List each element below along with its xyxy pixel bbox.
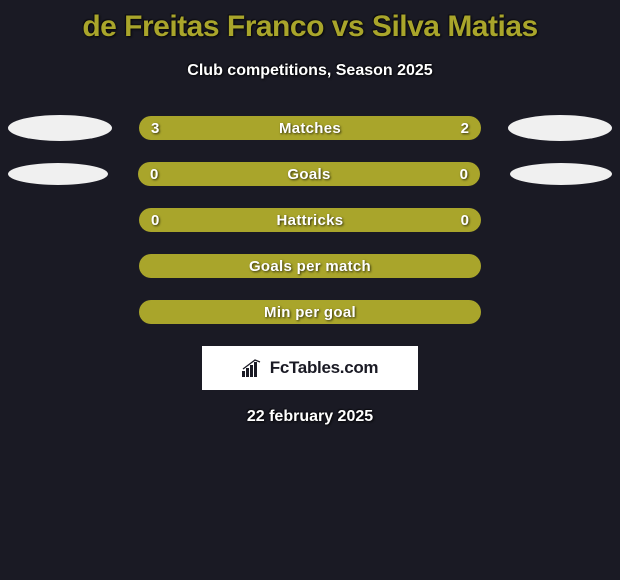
stat-bar: Min per goal bbox=[139, 300, 481, 324]
stat-label: Matches bbox=[279, 120, 341, 137]
brand-text: FcTables.com bbox=[270, 358, 379, 378]
stat-label: Goals bbox=[287, 166, 330, 183]
stat-left-value: 0 bbox=[151, 212, 159, 229]
stat-left-value: 0 bbox=[150, 166, 158, 183]
stat-bar: 0 Hattricks 0 bbox=[139, 208, 481, 232]
stat-rows: 3 Matches 2 0 Goals 0 0 Hattricks 0 Goal… bbox=[0, 116, 620, 324]
stat-left-value: 3 bbox=[151, 120, 159, 137]
comparison-title: de Freitas Franco vs Silva Matias bbox=[0, 0, 620, 44]
stat-row: Goals per match bbox=[0, 254, 620, 278]
stat-label: Min per goal bbox=[264, 304, 356, 321]
brand-box: FcTables.com bbox=[202, 346, 418, 390]
stat-row: Min per goal bbox=[0, 300, 620, 324]
chart-icon bbox=[242, 359, 264, 377]
stat-right-value: 0 bbox=[461, 212, 469, 229]
stat-bar: Goals per match bbox=[139, 254, 481, 278]
comparison-subtitle: Club competitions, Season 2025 bbox=[0, 62, 620, 80]
left-ellipse bbox=[8, 115, 112, 141]
stat-row: 0 Goals 0 bbox=[0, 162, 620, 186]
right-ellipse bbox=[510, 163, 612, 185]
stat-label: Goals per match bbox=[249, 258, 371, 275]
stat-right-value: 0 bbox=[460, 166, 468, 183]
date-text: 22 february 2025 bbox=[0, 408, 620, 426]
left-ellipse bbox=[8, 163, 108, 185]
stat-bar: 0 Goals 0 bbox=[138, 162, 480, 186]
stat-bar: 3 Matches 2 bbox=[139, 116, 481, 140]
stat-label: Hattricks bbox=[277, 212, 344, 229]
right-ellipse bbox=[508, 115, 612, 141]
stat-right-value: 2 bbox=[461, 120, 469, 137]
stat-row: 0 Hattricks 0 bbox=[0, 208, 620, 232]
stat-row: 3 Matches 2 bbox=[0, 116, 620, 140]
